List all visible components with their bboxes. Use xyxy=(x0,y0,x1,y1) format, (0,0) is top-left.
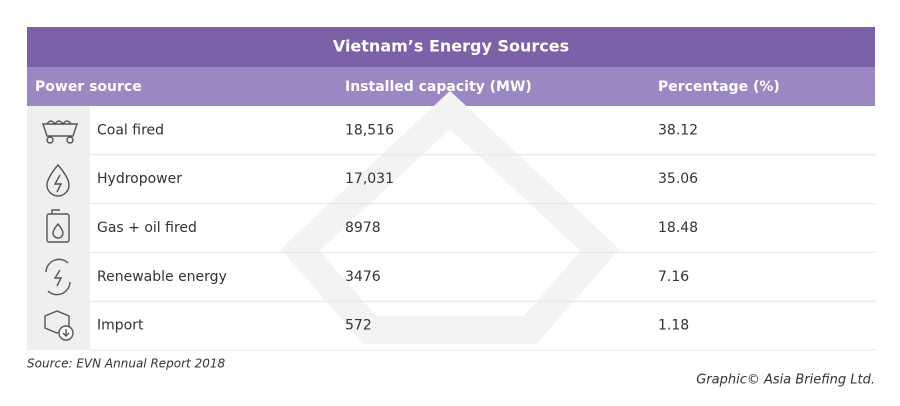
table-cell: 8978 xyxy=(345,220,381,236)
table-cell: 18.48 xyxy=(658,220,698,236)
table-cell: Hydropower xyxy=(97,171,182,187)
table-cell: Import xyxy=(97,318,144,334)
table-cell: 3476 xyxy=(345,269,381,285)
table-cell: Renewable energy xyxy=(97,269,227,285)
table-cell: 38.12 xyxy=(658,122,698,138)
column-header: Installed capacity (MW) xyxy=(345,79,532,95)
source-note: Source: EVN Annual Report 2018 xyxy=(27,357,225,371)
gas-icon xyxy=(46,209,70,243)
hydro-icon xyxy=(46,163,70,197)
table-cell: Coal fired xyxy=(97,122,164,138)
credit: Graphic© Asia Briefing Ltd. xyxy=(696,373,875,388)
table-title: Vietnam’s Energy Sources xyxy=(333,37,569,56)
column-header: Percentage (%) xyxy=(658,79,780,95)
table-cell: 7.16 xyxy=(658,269,689,285)
title-bar xyxy=(27,27,875,67)
column-header: Power source xyxy=(35,79,142,95)
renewable-icon xyxy=(45,258,71,296)
table-cell: 17,031 xyxy=(345,171,394,187)
table-cell: 35.06 xyxy=(658,171,698,187)
import-icon xyxy=(44,310,74,341)
icon-column xyxy=(27,106,90,350)
table-cell: Gas + oil fired xyxy=(97,220,197,236)
watermark xyxy=(280,90,620,344)
coal-icon xyxy=(42,120,78,144)
table-cell: 572 xyxy=(345,318,372,334)
table-cell: 18,516 xyxy=(345,122,394,138)
table-cell: 1.18 xyxy=(658,318,689,334)
